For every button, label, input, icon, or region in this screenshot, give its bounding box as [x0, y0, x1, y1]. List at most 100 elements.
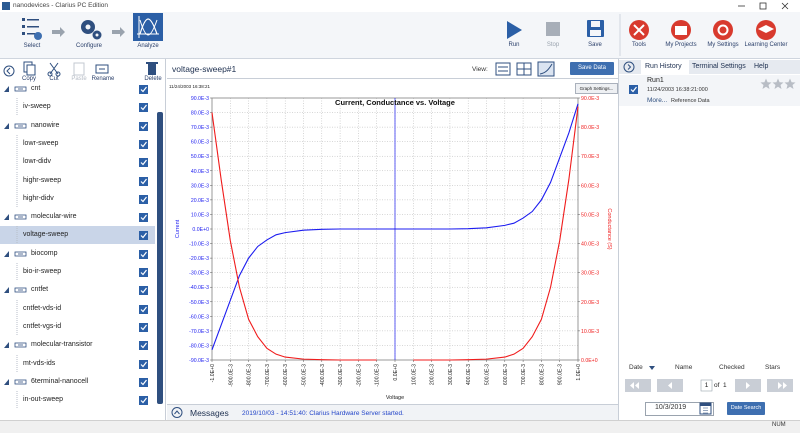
column-header[interactable]: Stars — [765, 364, 781, 371]
y-tick-label: 40.0E-3 — [191, 169, 209, 175]
page-input[interactable]: 1 — [704, 382, 709, 389]
x-tick-label: -600.0E-3 — [283, 364, 289, 387]
x-tick-label: -800.0E-3 — [247, 364, 253, 387]
y-tick-label: 30.0E-3 — [191, 183, 209, 189]
y-tick-label: 70.0E-3 — [191, 125, 209, 131]
tree-line — [16, 134, 18, 153]
step-label[interactable]: Configure — [75, 43, 102, 49]
learning-button[interactable]: Learning Center — [744, 42, 788, 48]
group-icon — [14, 214, 27, 220]
y-tick-label: 60.0E-3 — [191, 140, 209, 146]
test-label[interactable]: iv-sweep — [23, 103, 51, 111]
save-data-button[interactable]: Save Data — [570, 62, 614, 75]
step-label[interactable]: Select — [23, 43, 41, 49]
group-icon — [14, 342, 27, 348]
column-header[interactable]: Name — [675, 364, 693, 371]
group-label[interactable]: cnt — [31, 85, 41, 92]
y-tick-label: 20.0E-3 — [191, 198, 209, 204]
tree-line — [16, 189, 18, 208]
group-label[interactable]: cntfet — [31, 286, 49, 294]
projects-button[interactable]: My Projects — [665, 42, 697, 48]
test-label[interactable]: voltage-sweep — [23, 231, 69, 239]
active-tab — [641, 60, 689, 74]
sort-arrow[interactable] — [648, 364, 656, 372]
test-label[interactable]: cntfet-vgs-id — [23, 322, 62, 330]
x-tick-label: 100.0E-3 — [411, 364, 417, 385]
y-tick-label: 10.0E-3 — [191, 212, 209, 218]
cut-button[interactable]: Cut — [49, 76, 59, 82]
tools-button[interactable]: Tools — [631, 42, 646, 48]
step-label[interactable]: Analyze — [137, 43, 159, 49]
tree-line — [16, 391, 18, 410]
view-icons[interactable] — [494, 61, 556, 77]
tab[interactable]: Terminal Settings — [692, 63, 746, 70]
x-axis-title: Voltage — [386, 395, 404, 401]
rename-button[interactable]: Rename — [91, 76, 115, 82]
tab[interactable]: Help — [754, 63, 769, 70]
test-label[interactable]: bio-ir-sweep — [23, 268, 62, 275]
y-tick-label: -70.0E-3 — [189, 329, 209, 335]
stop-button[interactable]: Stop — [546, 42, 560, 48]
test-label[interactable]: highr-didv — [23, 194, 54, 202]
date-search-button[interactable]: Date Search — [727, 402, 765, 415]
column-header[interactable]: Date — [629, 364, 643, 371]
checkbox — [139, 341, 148, 351]
y-tick-label: -80.0E-3 — [189, 343, 209, 349]
test-label[interactable]: cntfet-vds-id — [23, 304, 62, 312]
paste-button[interactable]: Paste — [71, 76, 87, 82]
scrollbar[interactable] — [157, 112, 163, 404]
test-label[interactable]: lowr-didv — [23, 158, 52, 166]
run-checkbox[interactable] — [628, 84, 640, 96]
status-bar — [0, 420, 800, 433]
run-stars[interactable] — [760, 78, 798, 90]
group-label[interactable]: 6terminal-nanocell — [31, 377, 89, 385]
group-label[interactable]: molecular-transistor — [31, 341, 93, 349]
settings-button[interactable]: My Settings — [707, 42, 739, 48]
tree-line — [16, 98, 18, 117]
window-controls[interactable] — [730, 0, 800, 12]
tab[interactable]: Run History — [645, 63, 682, 70]
column-header[interactable]: Checked — [719, 364, 745, 371]
test-label[interactable]: mt-vds-ids — [23, 359, 56, 367]
run-more[interactable]: More... — [647, 97, 668, 104]
delete-button[interactable]: Delete — [144, 76, 162, 82]
page-of: of — [714, 382, 720, 389]
project-tool-icons — [3, 61, 158, 77]
checkbox — [139, 176, 148, 186]
copy-button[interactable]: Copy — [21, 76, 36, 82]
group-label[interactable]: molecular-wire — [31, 213, 77, 221]
group-icon — [14, 86, 27, 92]
checkbox — [139, 194, 148, 204]
checkbox — [139, 121, 148, 131]
messages-toggle[interactable] — [170, 406, 184, 419]
group-label[interactable]: biocomp — [31, 249, 58, 257]
y2-tick-label: 20.0E-3 — [581, 300, 599, 306]
graph-settings-button[interactable]: Graph Settings... — [575, 83, 618, 94]
toolbar-icons — [22, 13, 776, 56]
history-panel — [618, 59, 800, 420]
x-tick-label: -100.0E-3 — [375, 364, 381, 387]
history-toggle[interactable] — [622, 60, 636, 74]
expander — [4, 86, 9, 92]
pager[interactable] — [622, 378, 800, 394]
save-button[interactable]: Save — [588, 42, 602, 48]
calendar-icon[interactable] — [699, 402, 713, 416]
date-input[interactable] — [645, 402, 714, 416]
x-tick-label: 500.0E-3 — [485, 364, 491, 385]
run-row[interactable] — [619, 75, 800, 106]
group-icon — [14, 379, 27, 385]
message-text: 2019/10/03 - 14:51:40: Clarius Hardware … — [242, 410, 404, 417]
data-line — [211, 103, 579, 351]
checkbox — [139, 249, 148, 259]
x-tick-label: -700.0E-3 — [265, 364, 271, 387]
checkbox — [139, 359, 148, 369]
x-tick-label: -400.0E-3 — [320, 364, 326, 387]
y2-tick-label: 30.0E-3 — [581, 271, 599, 277]
tree-line — [16, 226, 18, 245]
group-label[interactable]: nanowire — [31, 121, 60, 129]
test-label[interactable]: lowr-sweep — [23, 139, 59, 147]
test-label[interactable]: in-out-sweep — [23, 396, 64, 404]
test-label[interactable]: highr-sweep — [23, 176, 62, 184]
checkbox — [139, 286, 148, 296]
run-button[interactable]: Run — [508, 42, 520, 48]
